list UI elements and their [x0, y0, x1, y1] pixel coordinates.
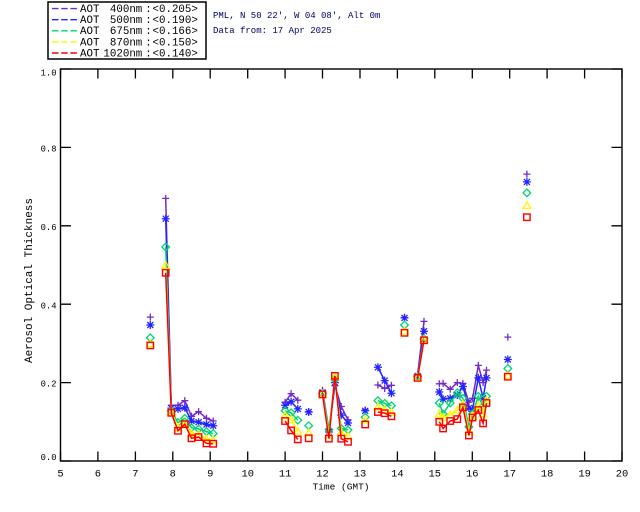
svg-text:1020nm: 1020nm [103, 48, 142, 60]
svg-text:870nm: 870nm [110, 37, 142, 49]
svg-text:400nm: 400nm [110, 4, 142, 16]
svg-text:1.0: 1.0 [41, 68, 57, 78]
svg-text:675nm: 675nm [110, 26, 142, 38]
svg-text:500nm: 500nm [110, 15, 142, 27]
svg-text:8: 8 [170, 469, 176, 481]
svg-text:Time (GMT): Time (GMT) [312, 482, 369, 493]
svg-text:<0.150>: <0.150> [153, 37, 198, 49]
svg-text:0.0: 0.0 [41, 453, 57, 463]
svg-text:0.6: 0.6 [41, 223, 57, 233]
svg-text:<0.190>: <0.190> [153, 15, 198, 27]
svg-text:<0.166>: <0.166> [153, 26, 198, 38]
svg-text:AOT: AOT [80, 15, 100, 27]
svg-text:AOT: AOT [80, 4, 100, 16]
svg-text:AOT: AOT [80, 37, 100, 49]
svg-text:16: 16 [466, 469, 478, 481]
svg-text:15: 15 [429, 469, 441, 481]
svg-text:14: 14 [391, 469, 403, 481]
svg-text:PML, N 50 22', W 04 08', Alt 0: PML, N 50 22', W 04 08', Alt 0m [213, 11, 380, 21]
svg-text:12: 12 [316, 469, 328, 481]
svg-text:19: 19 [578, 469, 590, 481]
svg-text:<0.140>: <0.140> [153, 48, 198, 60]
svg-text:10: 10 [241, 469, 253, 481]
svg-text:17: 17 [503, 469, 515, 481]
svg-text:0.4: 0.4 [41, 301, 57, 311]
svg-text:AOT: AOT [80, 26, 100, 38]
svg-text:20: 20 [616, 469, 628, 481]
svg-text:Data from: 17 Apr 2025: Data from: 17 Apr 2025 [213, 26, 332, 36]
svg-text::: : [145, 37, 151, 49]
svg-text:5: 5 [57, 469, 63, 481]
svg-text:6: 6 [95, 469, 101, 481]
svg-text:Aerosol Optical Thickness: Aerosol Optical Thickness [24, 198, 36, 363]
svg-text:0.2: 0.2 [41, 380, 57, 390]
svg-text:AOT: AOT [80, 48, 100, 60]
svg-text::: : [145, 26, 151, 38]
svg-text:<0.205>: <0.205> [153, 4, 198, 16]
svg-text::: : [145, 4, 151, 16]
svg-text:9: 9 [207, 469, 213, 481]
svg-text:7: 7 [132, 469, 138, 481]
svg-text:0.8: 0.8 [41, 145, 57, 155]
svg-text:13: 13 [354, 469, 366, 481]
svg-text::: : [145, 48, 151, 60]
svg-text:18: 18 [541, 469, 553, 481]
svg-text:11: 11 [279, 469, 291, 481]
svg-text::: : [145, 15, 151, 27]
